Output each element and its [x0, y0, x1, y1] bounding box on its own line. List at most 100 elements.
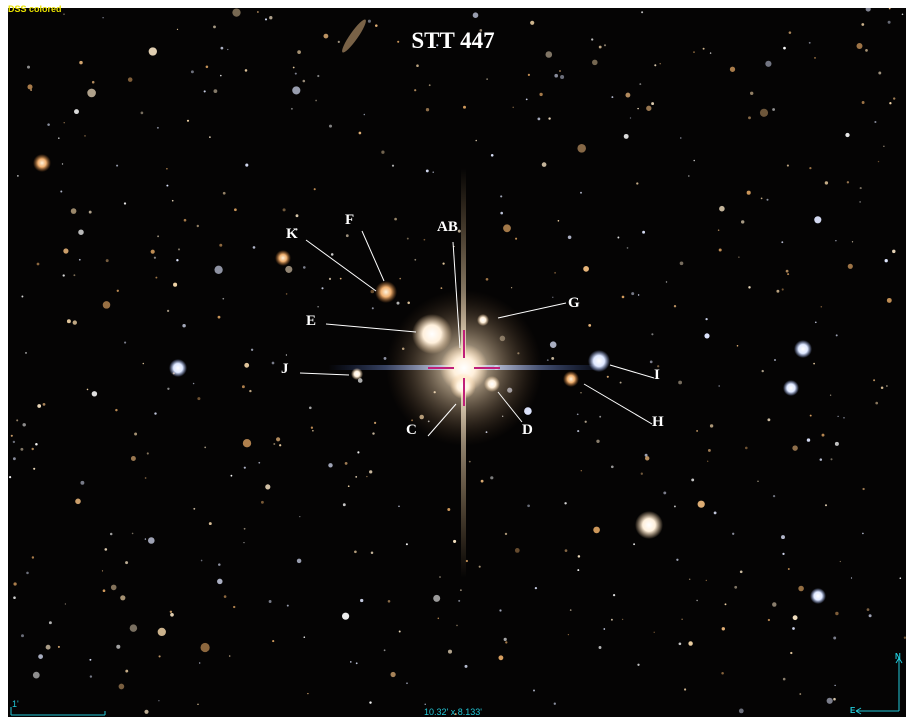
background-star [414, 258, 417, 261]
background-star [245, 163, 249, 167]
background-star [166, 309, 170, 313]
background-star [75, 498, 81, 505]
background-star [654, 64, 657, 67]
background-star [243, 466, 246, 469]
background-star [676, 558, 679, 561]
background-star [45, 644, 51, 650]
background-star [423, 238, 426, 241]
background-star [480, 479, 484, 483]
background-star [845, 132, 850, 138]
background-star [383, 356, 387, 360]
background-star [577, 569, 580, 572]
background-star [862, 532, 864, 535]
background-star [32, 671, 40, 679]
background-star [901, 13, 904, 16]
background-star [358, 131, 362, 135]
background-star [197, 397, 201, 401]
background-star [279, 444, 282, 447]
background-star [696, 599, 698, 602]
star-k [275, 250, 291, 266]
background-star [197, 703, 199, 705]
background-star [875, 401, 879, 405]
background-star [21, 634, 24, 638]
background-star [878, 71, 882, 75]
background-star [220, 46, 224, 50]
background-star [873, 379, 876, 382]
background-star [759, 108, 769, 117]
background-star [12, 440, 16, 444]
background-star [888, 8, 891, 10]
background-star [166, 168, 168, 170]
background-star [637, 663, 640, 666]
background-star [709, 52, 712, 54]
background-star [416, 64, 419, 67]
background-star [681, 618, 683, 620]
background-star [541, 162, 547, 167]
background-star [851, 241, 854, 243]
background-star [273, 443, 276, 445]
background-star [17, 175, 19, 177]
background-star [150, 249, 155, 254]
background-star [651, 333, 654, 336]
background-star [31, 447, 34, 451]
background-star [548, 117, 551, 120]
background-star [580, 469, 583, 472]
background-star [31, 556, 35, 559]
background-star [564, 502, 567, 505]
star-label-h: H [652, 414, 664, 430]
star-field-image [8, 8, 906, 717]
background-star [22, 423, 26, 427]
background-star [299, 515, 301, 518]
background-star [440, 287, 443, 289]
background-star [432, 171, 434, 173]
background-star [554, 73, 559, 78]
background-star [88, 210, 92, 214]
background-star [105, 259, 109, 263]
background-star [102, 589, 106, 593]
background-star [102, 301, 111, 309]
background-star [447, 508, 451, 511]
background-star [64, 603, 67, 605]
background-star [621, 295, 625, 299]
background-star [688, 641, 693, 646]
background-star [673, 505, 676, 508]
background-star [47, 123, 50, 126]
star-i [588, 350, 610, 372]
background-star [847, 263, 853, 269]
background-star [799, 693, 802, 695]
background-star [223, 595, 227, 598]
background-star [317, 306, 319, 308]
background-star [721, 627, 725, 631]
background-star [839, 560, 841, 563]
background-star [208, 522, 212, 526]
image-title: STT 447 [411, 28, 495, 53]
background-star [171, 199, 174, 202]
background-star [820, 306, 823, 308]
background-star [154, 412, 157, 415]
background-star [718, 385, 721, 387]
background-star [865, 8, 871, 12]
background-star [503, 224, 511, 233]
background-star [213, 25, 216, 29]
background-star [813, 362, 815, 365]
bright-star-far-right [783, 380, 799, 396]
background-star [63, 13, 65, 15]
background-star [626, 247, 629, 249]
background-star [109, 532, 113, 536]
background-star [679, 261, 684, 266]
background-star [144, 477, 147, 479]
background-star [678, 380, 683, 385]
background-star [62, 274, 65, 277]
background-star [584, 420, 587, 423]
background-star [792, 445, 798, 451]
background-star [303, 636, 306, 639]
background-star [887, 20, 891, 24]
scale-bar-label: 1' [12, 699, 19, 709]
background-star [285, 293, 288, 295]
background-star [736, 345, 739, 347]
background-star [74, 109, 79, 115]
background-star [546, 359, 549, 362]
background-star [144, 709, 149, 714]
star-label-d: D [522, 422, 533, 438]
background-star [577, 144, 586, 153]
